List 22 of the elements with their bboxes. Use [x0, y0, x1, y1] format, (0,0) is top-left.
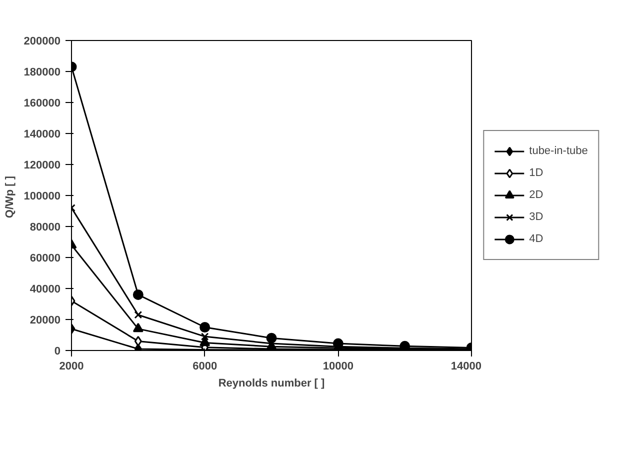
x-tick-label: 14000	[450, 360, 482, 372]
y-tick-label: 60000	[30, 252, 61, 264]
y-tick-label: 80000	[30, 222, 61, 234]
y-tick-label: 140000	[24, 128, 61, 140]
y-tick-label: 100000	[24, 190, 61, 202]
x-tick-label: 6000	[192, 360, 218, 372]
y-axis-title: Q/Wp [ ]	[4, 176, 16, 218]
legend-label: 4D	[529, 233, 544, 245]
legend-label: 2D	[529, 189, 544, 201]
y-tick-label: 0	[54, 346, 61, 358]
x-tick-label: 10000	[322, 360, 354, 372]
y-tick-label: 180000	[24, 66, 61, 78]
x-axis-title: Reynolds number [ ]	[218, 378, 326, 390]
y-tick-label: 120000	[24, 160, 61, 172]
y-tick-label: 20000	[30, 314, 61, 326]
legend-label: 1D	[529, 167, 544, 179]
legend-label: 3D	[529, 211, 544, 223]
y-tick-label: 40000	[30, 284, 61, 296]
y-tick-label: 160000	[24, 98, 61, 110]
legend-label: tube-in-tube	[529, 145, 588, 157]
x-tick-label: 2000	[59, 360, 84, 372]
y-tick-label: 200000	[24, 36, 61, 48]
